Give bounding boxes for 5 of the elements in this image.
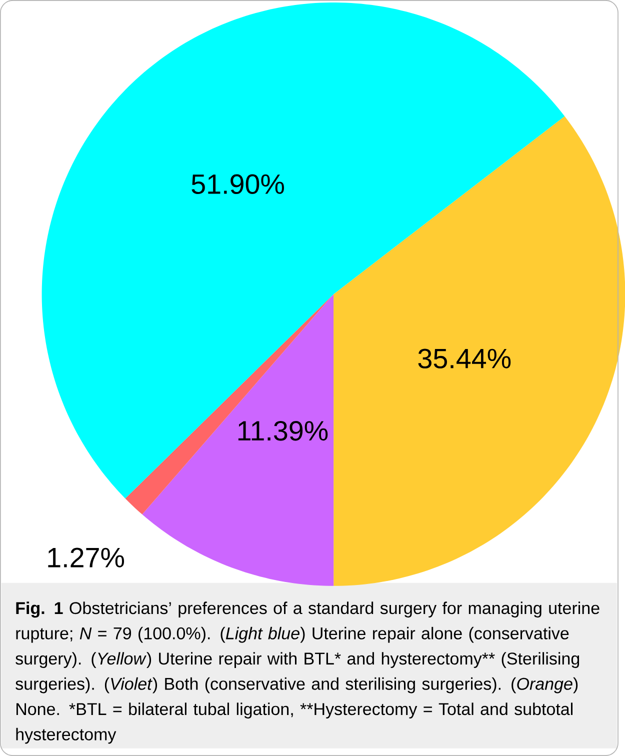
data-label: 11.39%	[238, 420, 328, 441]
data-label: 35.44%	[418, 348, 510, 368]
data-label: 51.90%	[192, 174, 284, 194]
data-label: 1.27%	[48, 548, 124, 568]
text: Fig. 1 Obstetricians’ preferences of a standard surgery for managing uterine rupture; N = 79 (100.0%). (Light blue) Uterine repair alone (conservative surgery). (Yellow) Uterine repair with BTL* and hysterectomy** (Sterilising surgeries). (Violet) Both (conservative and sterilising surgeries). (Orange) None. *BTL = bilateral tubal ligation, **Hysterectomy = Total and subtotal hysterectomy	[15, 602, 600, 744]
